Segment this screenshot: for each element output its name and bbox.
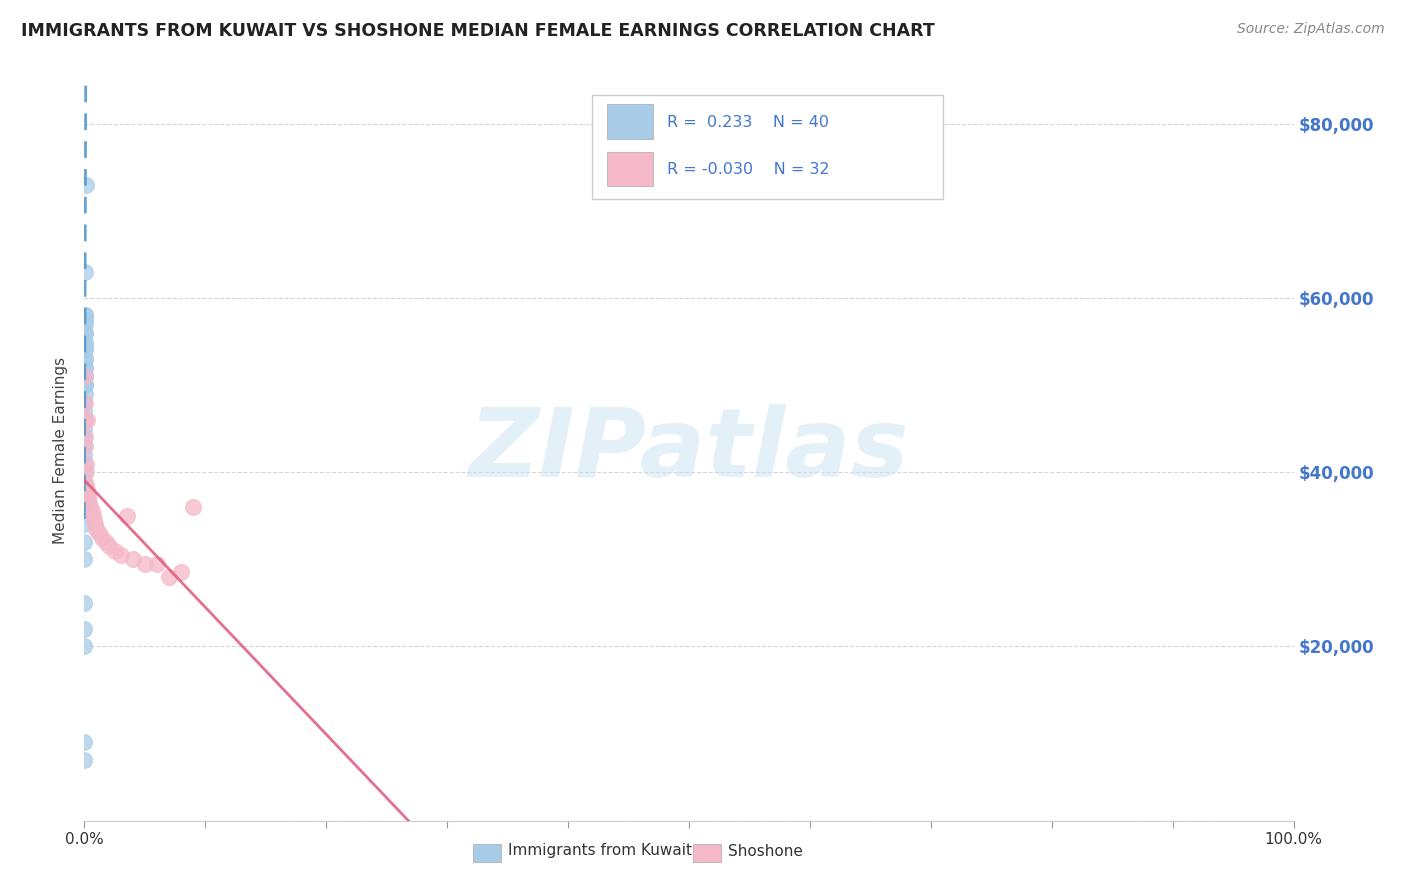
Point <box>73 448 96 462</box>
Point <box>73 535 96 549</box>
Text: Immigrants from Kuwait: Immigrants from Kuwait <box>508 844 692 858</box>
Point <box>73 552 96 566</box>
Point <box>73 309 96 323</box>
Point <box>75 465 97 479</box>
Point <box>73 474 96 488</box>
Point <box>82 508 104 523</box>
Point <box>75 309 97 323</box>
Point <box>73 360 96 375</box>
Point <box>94 535 117 549</box>
Text: R =  0.233    N = 40: R = 0.233 N = 40 <box>668 114 830 129</box>
Point <box>73 430 96 444</box>
Text: ZIPatlas: ZIPatlas <box>468 404 910 497</box>
Point <box>84 517 107 532</box>
Point <box>181 500 204 514</box>
Point <box>75 478 97 492</box>
Point <box>76 413 98 427</box>
Point <box>73 351 96 366</box>
Point <box>104 543 127 558</box>
Point <box>73 753 96 767</box>
Text: Shoshone: Shoshone <box>728 844 803 858</box>
Point <box>73 343 96 358</box>
Point <box>73 622 96 636</box>
Point <box>115 508 138 523</box>
Text: Source: ZipAtlas.com: Source: ZipAtlas.com <box>1237 22 1385 37</box>
Point <box>80 504 103 518</box>
Point <box>75 457 97 471</box>
Bar <box>693 844 721 862</box>
Point <box>73 387 96 401</box>
Point <box>73 313 96 327</box>
Point <box>73 378 96 392</box>
Point <box>75 430 97 444</box>
Point <box>73 500 96 514</box>
Point <box>73 413 96 427</box>
Point <box>77 487 100 501</box>
Text: R = -0.030    N = 32: R = -0.030 N = 32 <box>668 162 830 178</box>
Point <box>73 640 96 654</box>
Point <box>91 531 114 545</box>
Point <box>73 483 96 497</box>
Point <box>73 369 96 384</box>
Point <box>75 439 97 453</box>
Point <box>73 404 96 418</box>
Point <box>73 395 96 409</box>
FancyBboxPatch shape <box>607 104 652 138</box>
Y-axis label: Median Female Earnings: Median Female Earnings <box>53 357 69 544</box>
Point <box>134 557 156 571</box>
Point <box>86 522 108 536</box>
Point <box>73 326 96 340</box>
Point <box>73 735 96 749</box>
Point <box>121 552 143 566</box>
Point <box>83 513 105 527</box>
Point <box>73 422 96 436</box>
Point <box>73 517 96 532</box>
Bar <box>472 844 501 862</box>
Point <box>73 360 96 375</box>
Point <box>146 557 169 571</box>
Point <box>75 178 97 192</box>
Point <box>97 539 120 553</box>
Point <box>73 369 96 384</box>
Point <box>73 439 96 453</box>
Point <box>73 457 96 471</box>
Point <box>79 500 101 514</box>
Point <box>73 334 96 349</box>
Point <box>73 339 96 353</box>
Point <box>73 351 96 366</box>
Point <box>73 369 96 384</box>
Point <box>110 548 132 562</box>
Text: IMMIGRANTS FROM KUWAIT VS SHOSHONE MEDIAN FEMALE EARNINGS CORRELATION CHART: IMMIGRANTS FROM KUWAIT VS SHOSHONE MEDIA… <box>21 22 935 40</box>
Point <box>73 413 96 427</box>
Point <box>157 570 180 584</box>
Point <box>76 483 98 497</box>
Point <box>170 566 193 580</box>
Point <box>73 395 96 409</box>
Point <box>77 496 100 510</box>
Point <box>73 378 96 392</box>
Point <box>87 526 110 541</box>
Point <box>73 326 96 340</box>
Point <box>77 491 100 506</box>
FancyBboxPatch shape <box>592 95 943 199</box>
Point <box>75 265 97 279</box>
Point <box>73 317 96 331</box>
FancyBboxPatch shape <box>607 153 652 186</box>
Point <box>73 465 96 479</box>
Point <box>73 596 96 610</box>
